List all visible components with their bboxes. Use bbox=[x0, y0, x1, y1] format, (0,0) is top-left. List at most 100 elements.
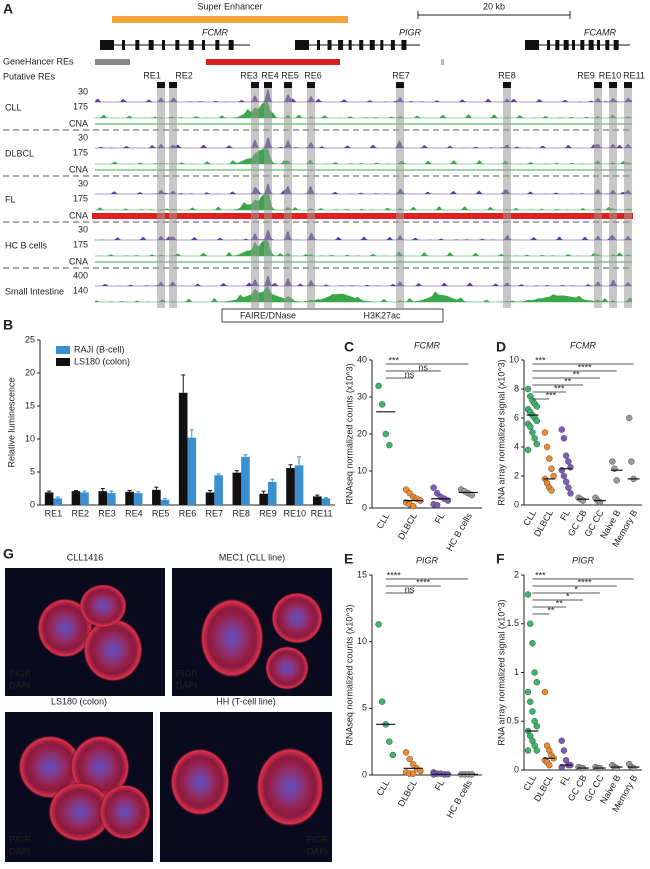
gene-exon bbox=[390, 40, 395, 50]
genehancer-re bbox=[95, 59, 130, 65]
scale-label: 20 kb bbox=[483, 1, 505, 11]
re-column bbox=[284, 88, 292, 308]
bar bbox=[259, 493, 268, 505]
track-scale: 30 bbox=[78, 178, 88, 188]
re-box bbox=[284, 82, 292, 88]
significance-label: * bbox=[574, 584, 578, 594]
bar bbox=[294, 465, 304, 505]
gene-exon bbox=[613, 40, 619, 50]
data-point bbox=[567, 490, 574, 497]
panel-label: B bbox=[3, 317, 13, 333]
gene-exon bbox=[148, 40, 154, 50]
data-point bbox=[533, 440, 541, 448]
genehancer-label: GeneHancer REs bbox=[3, 56, 74, 66]
legend-entry: LS180 (colon) bbox=[74, 356, 130, 366]
data-point bbox=[533, 722, 541, 730]
data-point bbox=[543, 443, 551, 451]
cna-label: CNA bbox=[69, 118, 88, 128]
re-label: RE10 bbox=[599, 70, 622, 80]
sample-name: CLL bbox=[5, 102, 22, 112]
bar bbox=[152, 489, 161, 505]
x-tick-label: DLBCL bbox=[396, 511, 419, 541]
gene-exon bbox=[317, 40, 320, 50]
nucleus bbox=[273, 654, 301, 682]
nucleus bbox=[82, 747, 118, 787]
bar bbox=[321, 498, 331, 505]
gene-exon bbox=[202, 40, 205, 50]
y-axis-label: RNA array normalized signal (x10^3) bbox=[496, 599, 506, 745]
re-box bbox=[307, 82, 315, 88]
re-column bbox=[624, 88, 632, 308]
image-title: CLL1416 bbox=[67, 552, 104, 562]
gene-utr bbox=[295, 40, 309, 50]
significance-label: ** bbox=[547, 605, 555, 615]
gene-exon bbox=[162, 40, 165, 50]
data-point bbox=[524, 591, 532, 598]
data-point bbox=[579, 497, 587, 504]
data-point bbox=[596, 498, 604, 506]
data-point bbox=[611, 465, 618, 472]
x-tick-label: RE7 bbox=[206, 508, 224, 518]
bar bbox=[205, 492, 215, 505]
cna-label: CNA bbox=[69, 256, 88, 266]
significance-label: ns bbox=[405, 584, 415, 594]
y-tick-label: 15 bbox=[357, 569, 367, 579]
image-title: MEC1 (CLL line) bbox=[219, 552, 285, 562]
gene-exon bbox=[401, 40, 407, 50]
re-column bbox=[169, 88, 177, 308]
gene-label: FCAMR bbox=[584, 27, 616, 37]
data-point bbox=[567, 464, 574, 471]
nucleus bbox=[109, 795, 141, 829]
panel-label: G bbox=[3, 546, 14, 562]
bar bbox=[107, 493, 116, 505]
re-box bbox=[157, 82, 165, 88]
x-tick-label: RE6 bbox=[179, 508, 197, 518]
x-tick-label: RE2 bbox=[71, 508, 89, 518]
y-tick-label: 10 bbox=[357, 636, 367, 646]
chart-title: PIGR bbox=[416, 555, 439, 565]
x-tick-label: CLL bbox=[521, 508, 538, 527]
nucleus bbox=[88, 592, 118, 620]
legend-swatch bbox=[56, 358, 70, 366]
stain-label: DAPI bbox=[9, 846, 30, 856]
y-axis-label: RNAseq normalized counts (x10^3) bbox=[344, 363, 354, 504]
bar bbox=[267, 481, 277, 505]
y-tick-label: 30 bbox=[357, 391, 367, 401]
significance-label: ns bbox=[405, 369, 415, 379]
image-title: LS180 (colon) bbox=[51, 696, 107, 706]
data-point bbox=[378, 401, 386, 408]
nucleus bbox=[269, 763, 311, 811]
bar bbox=[44, 492, 54, 505]
data-point bbox=[562, 452, 570, 459]
re-box bbox=[396, 82, 404, 88]
data-point bbox=[527, 698, 534, 705]
y-axis-label: RNAseq normalized counts (x10^3) bbox=[344, 604, 354, 745]
data-point bbox=[546, 761, 553, 769]
nucleus bbox=[212, 614, 252, 662]
data-point bbox=[531, 669, 538, 676]
track-scale: 30 bbox=[78, 224, 88, 234]
panel-label: D bbox=[496, 339, 506, 355]
y-tick-label: 0 bbox=[362, 769, 367, 779]
re-label: RE11 bbox=[623, 70, 645, 80]
bar bbox=[313, 496, 322, 505]
data-point bbox=[527, 423, 534, 430]
y-tick-label: 6 bbox=[514, 412, 519, 422]
chart-title: FCMR bbox=[414, 340, 440, 350]
data-point bbox=[527, 620, 534, 627]
data-point bbox=[565, 484, 572, 491]
gene-exon bbox=[555, 40, 560, 50]
data-point bbox=[560, 435, 568, 442]
data-point bbox=[558, 467, 565, 474]
stain-label: DAPI bbox=[307, 846, 328, 856]
gene-exon bbox=[580, 40, 585, 50]
stain-label: DAPI bbox=[9, 680, 30, 690]
stain-label: PIGR bbox=[176, 668, 199, 678]
panel-label: F bbox=[496, 551, 505, 567]
data-point bbox=[548, 487, 555, 494]
x-tick-label: RE11 bbox=[311, 508, 333, 518]
track-scale: 30 bbox=[78, 132, 88, 142]
gene-exon bbox=[215, 40, 220, 50]
putative-label: Putative REs bbox=[3, 71, 56, 81]
x-tick-label: DLBCL bbox=[396, 778, 419, 808]
